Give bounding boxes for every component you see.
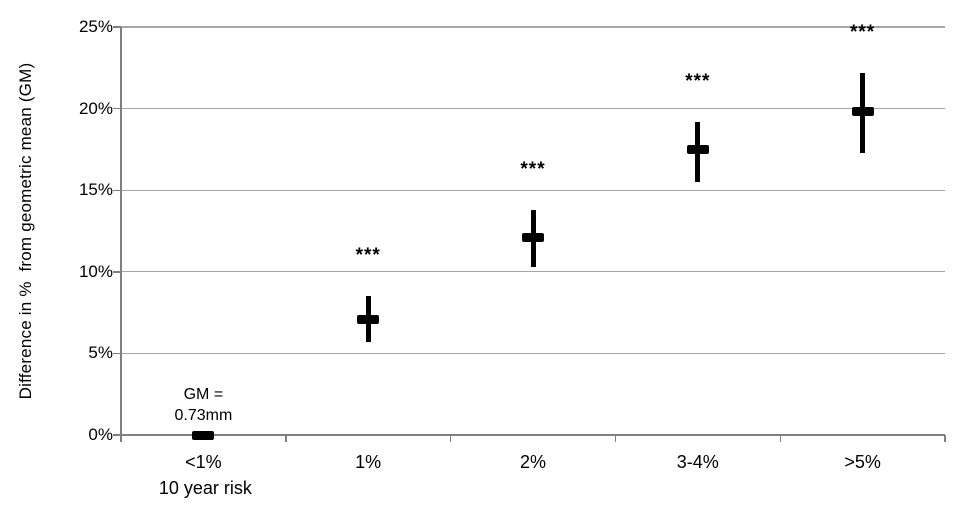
x-axis-tick [285, 435, 287, 442]
y-axis-tick [113, 107, 121, 110]
y-tick-label: 5% [88, 343, 113, 363]
x-axis-tick [944, 435, 946, 442]
x-tick-label: 2% [519, 452, 546, 472]
x-tick-label: 3-4% [676, 452, 719, 472]
y-tick-label: 20% [78, 98, 113, 118]
gridline [121, 271, 945, 273]
significance-stars: *** [355, 245, 381, 267]
significance-stars: *** [685, 70, 711, 92]
data-point-marker [522, 233, 544, 243]
y-tick-label: 10% [78, 261, 113, 281]
x-axis-tick [449, 435, 452, 442]
data-point-marker [686, 144, 709, 154]
y-tick-label: 15% [78, 180, 113, 200]
gridline [121, 107, 945, 110]
x-axis-tick [120, 435, 122, 442]
x-axis-tick [614, 435, 617, 442]
x-axis-line [121, 434, 945, 436]
y-axis-title-text: Difference in % from geometric mean (GM) [16, 62, 35, 400]
gm-annotation: GM = 0.73mm [174, 384, 232, 426]
significance-stars: *** [520, 158, 546, 180]
y-axis-tick [113, 352, 121, 355]
data-point-marker [192, 430, 215, 440]
gridline [121, 189, 945, 191]
y-axis-line [120, 27, 122, 435]
x-tick-label: 1% [355, 452, 382, 472]
data-point-marker [357, 314, 380, 324]
y-tick-label: 0% [88, 425, 113, 444]
y-tick-label: 25% [78, 17, 113, 36]
gm-annotation-line2: 0.73mm [174, 407, 233, 424]
gridline [121, 352, 945, 355]
gridline [121, 26, 945, 28]
y-axis-tick [113, 271, 121, 273]
y-axis-tick [113, 189, 121, 191]
x-axis-sub-label: 10 year risk [158, 478, 252, 498]
x-tick-label: >5% [844, 452, 881, 472]
significance-stars: *** [850, 21, 876, 43]
y-axis-tick [113, 26, 121, 28]
x-axis-tick [779, 435, 781, 442]
x-tick-label: <1% [185, 452, 222, 472]
y-axis-tick [113, 434, 121, 436]
gm-annotation-line1: GM = [183, 386, 224, 403]
data-point-marker [851, 107, 874, 117]
